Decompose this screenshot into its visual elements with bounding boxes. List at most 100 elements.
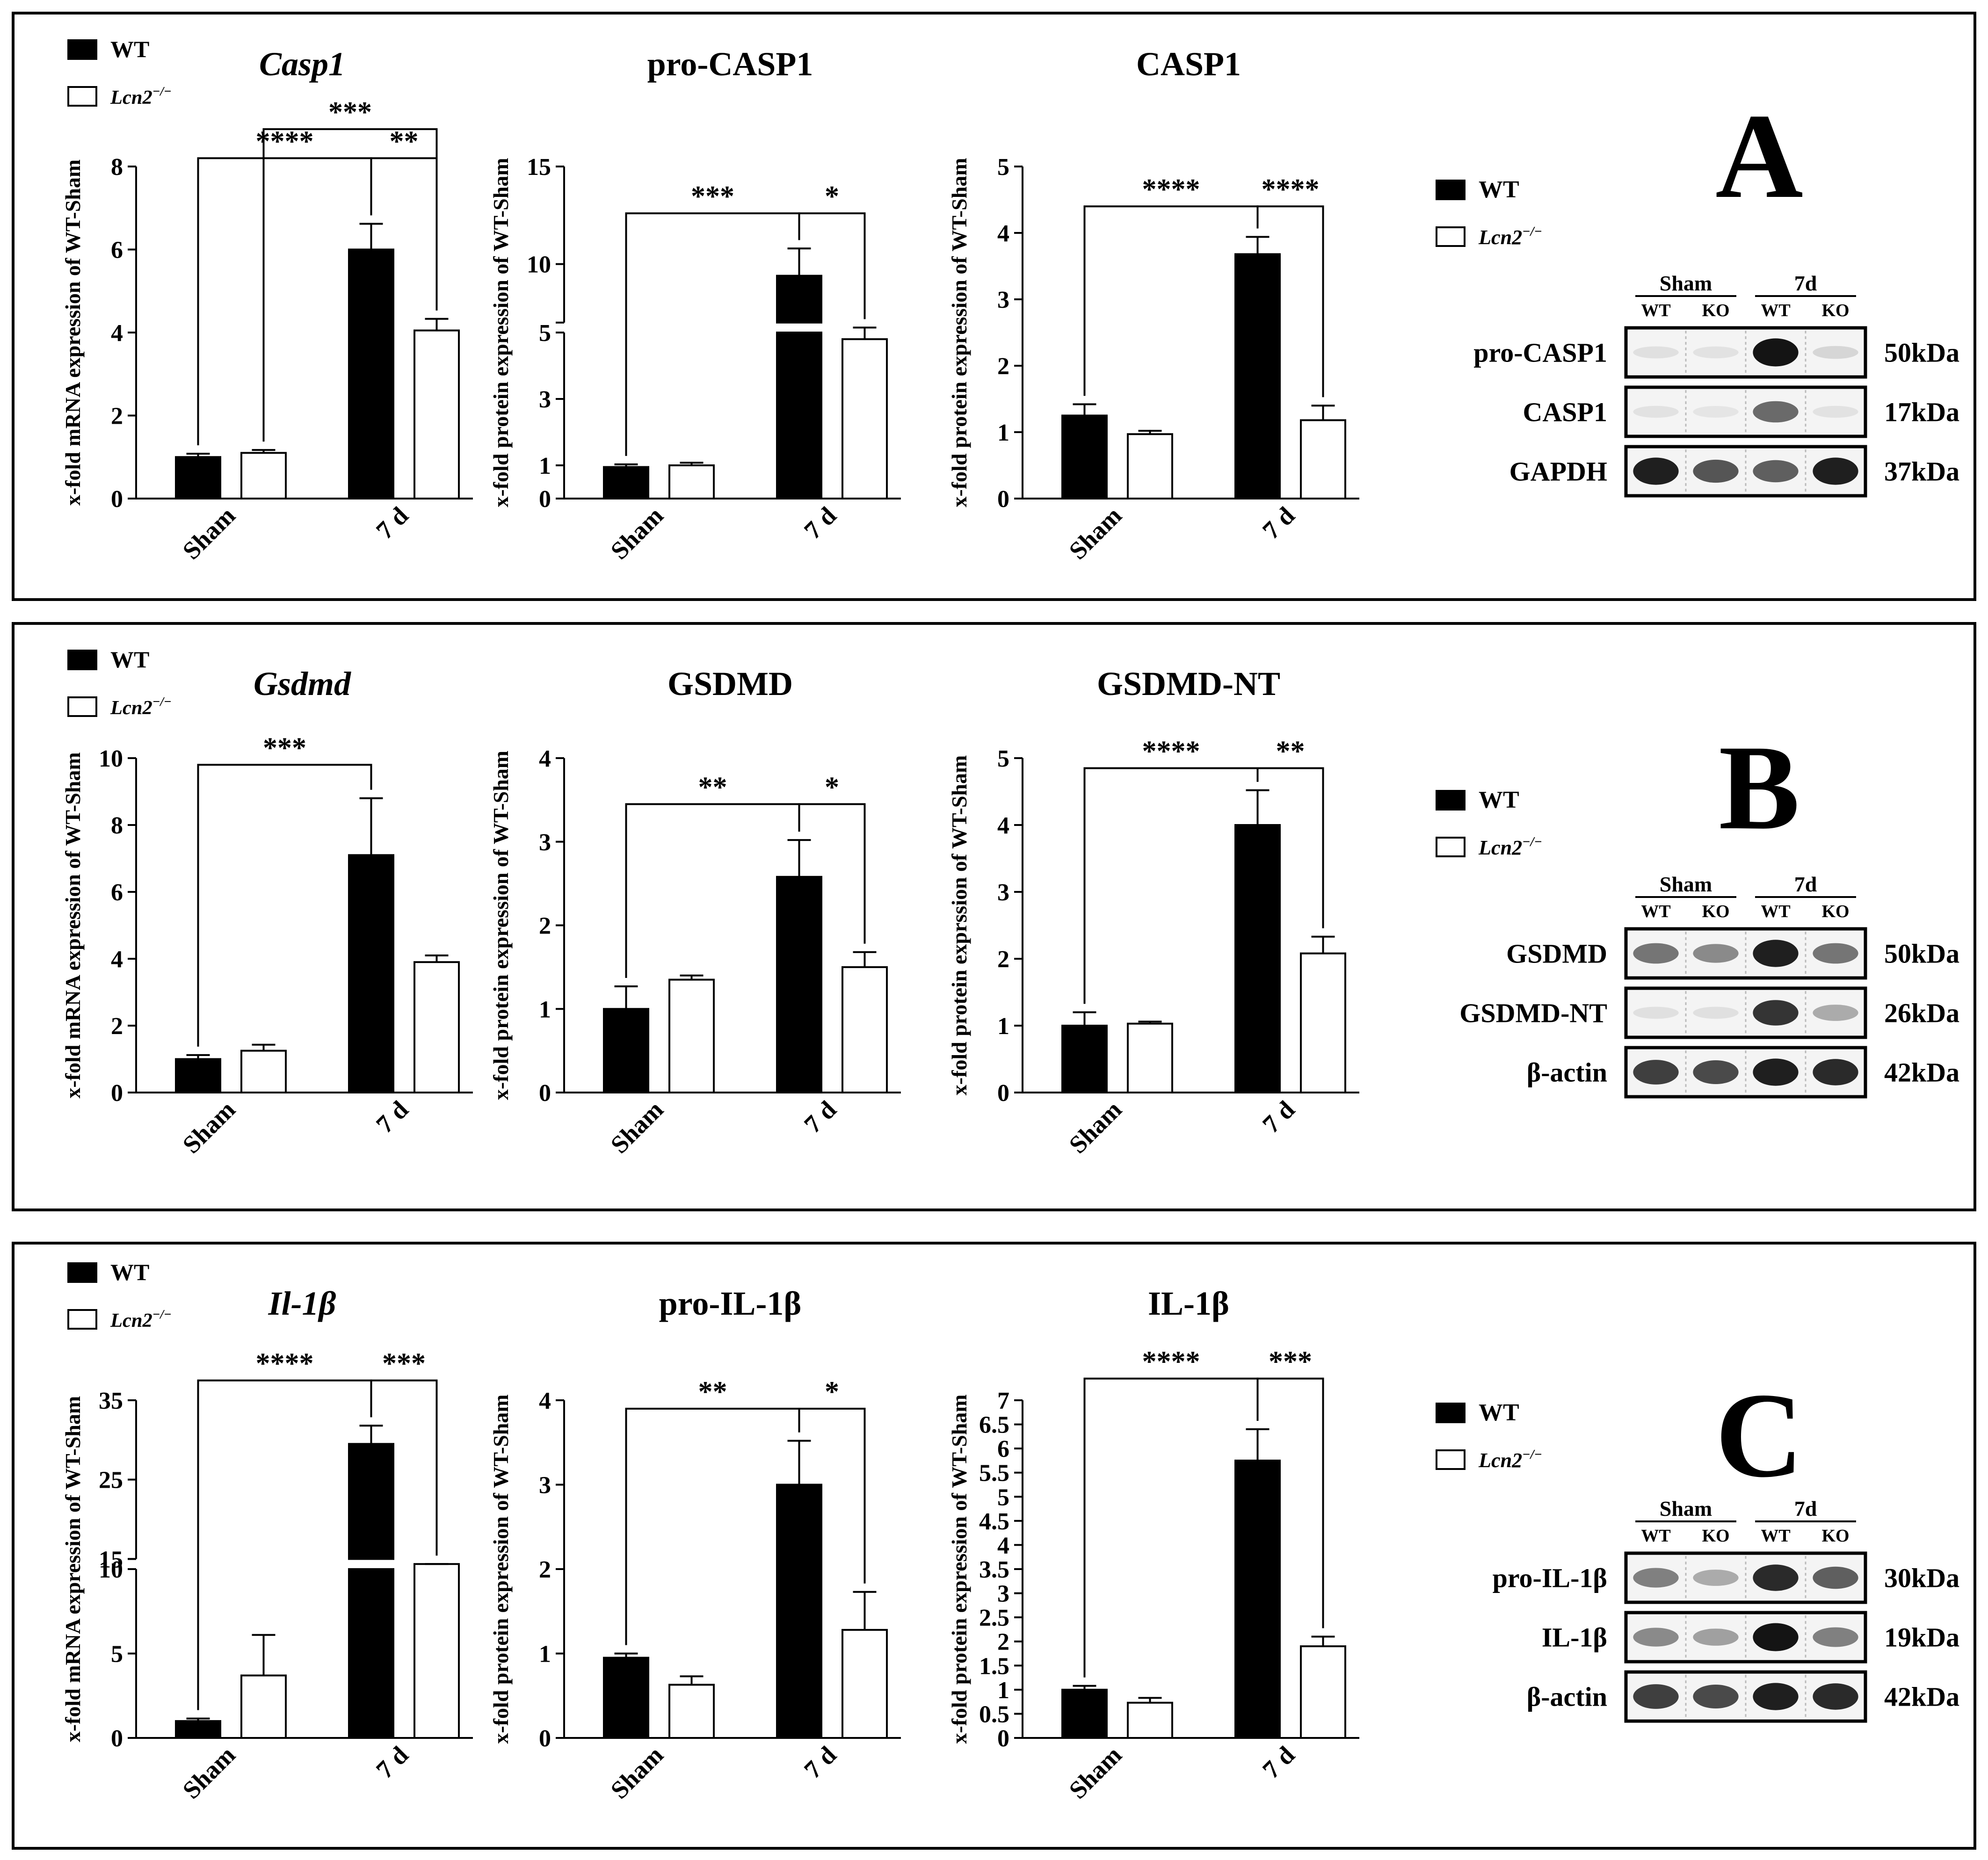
chart-title: pro-CASP1	[647, 45, 813, 83]
blot-band	[1753, 1058, 1799, 1086]
y-tick-label: 2	[539, 1556, 551, 1583]
y-tick-label: 5	[539, 320, 551, 347]
x-category-label: Sham	[1064, 501, 1127, 565]
y-tick-label: 4	[539, 745, 551, 772]
y-axis-label: x-fold protein exprssion of WT-Sham	[947, 755, 971, 1096]
bar	[240, 452, 287, 499]
y-tick-label: 6	[111, 237, 123, 264]
chart-group: Casp1 x-fold mRNA expression of WT-Sham 0 2…	[61, 45, 473, 565]
blot-row-label: GSDMD-NT	[1459, 998, 1607, 1028]
blot-lane-label: KO	[1702, 902, 1729, 921]
blot-band	[1753, 1623, 1799, 1651]
panel-b-canvas: WT Lcn2−/− Gsdmd x-fold mRNA expression of …	[61, 646, 1959, 1159]
blot-band	[1753, 401, 1799, 423]
chart-title: Gsdmd	[254, 665, 351, 702]
significance-bracket	[262, 128, 438, 442]
panel-c-canvas: WT Lcn2−/− Il-1β x-fold mRNA expression of …	[61, 1259, 1959, 1804]
blot-band	[1693, 459, 1739, 483]
y-tick-label: 0	[539, 486, 551, 513]
bar	[348, 854, 394, 1093]
y-tick-label: 1	[539, 996, 551, 1023]
legend-ko-swatch	[67, 1309, 97, 1330]
blot-lane-label: WT	[1641, 1526, 1670, 1546]
y-tick-label: 8	[111, 154, 123, 181]
bar	[1300, 419, 1346, 499]
y-tick-label: 1	[997, 1013, 1009, 1040]
bar	[842, 338, 888, 499]
blot-lane-label: KO	[1702, 1526, 1729, 1546]
legend-wt-swatch	[67, 650, 97, 670]
chart-title: CASP1	[1136, 45, 1241, 83]
legend-ko-swatch	[1436, 837, 1466, 857]
bar	[348, 248, 394, 499]
bar	[1127, 1022, 1173, 1094]
blot-lane-label: WT	[1761, 902, 1790, 921]
blot-band	[1753, 338, 1799, 367]
legend-wt-label: WT	[110, 36, 149, 62]
legend-ko-swatch	[1436, 226, 1466, 247]
blot-band	[1693, 1570, 1739, 1586]
bar	[348, 1568, 394, 1739]
y-tick-label: 3	[539, 829, 551, 856]
y-tick-label: 4.5	[979, 1508, 1009, 1535]
x-category-label: Sham	[605, 1741, 669, 1804]
blot-lane-label: WT	[1641, 902, 1670, 921]
y-tick-label: 5	[997, 1484, 1009, 1511]
blot-band	[1693, 1060, 1739, 1084]
chart-title: Casp1	[259, 45, 345, 83]
chart-title: GSDMD-NT	[1097, 665, 1280, 702]
panel-a: WT Lcn2−/− Casp1 x-fold mRNA expression of …	[12, 12, 1976, 601]
legend-ko-superscript: −/−	[1522, 835, 1542, 849]
bar	[776, 1484, 822, 1739]
chart-group: GSDMD-NT x-fold protein exprssion of WT-S…	[947, 665, 1359, 1159]
bar	[1300, 1645, 1346, 1739]
y-axis-label: x-fold protein expression of WT-Sham	[947, 158, 971, 507]
panel-c: WT Lcn2−/− Il-1β x-fold mRNA expression of …	[12, 1242, 1976, 1850]
y-tick-label: 3.5	[979, 1556, 1009, 1583]
y-tick-label: 0	[111, 1725, 123, 1752]
blot-lane-label: KO	[1702, 301, 1729, 320]
significance-label: ***	[382, 1348, 426, 1380]
blot-header-sham: Sham	[1660, 1497, 1712, 1520]
significance-bracket	[1256, 767, 1324, 928]
chart-group: Gsdmd x-fold mRNA expression of WT-Sham 0 2…	[61, 665, 473, 1159]
significance-bracket	[1083, 767, 1259, 1004]
x-category-label: 7 d	[370, 1741, 414, 1784]
significance-label: *	[825, 771, 839, 803]
blot-kda-label: 17kDa	[1884, 397, 1959, 427]
legend-wt-label: WT	[1479, 1399, 1519, 1426]
y-tick-label: 2	[997, 946, 1009, 973]
blot-band	[1633, 457, 1679, 485]
blot-header-7d: 7d	[1794, 271, 1817, 295]
y-tick-label: 10	[99, 745, 123, 772]
y-tick-label: 1	[997, 420, 1009, 446]
significance-label: ***	[328, 96, 372, 128]
bar	[842, 966, 888, 1093]
significance-bracket	[625, 803, 800, 978]
bar	[414, 1563, 460, 1739]
blot-band	[1813, 405, 1858, 418]
y-tick-label: 3	[539, 1472, 551, 1499]
bar	[603, 1008, 649, 1093]
legend-ko-superscript: −/−	[1522, 224, 1542, 239]
y-tick-label: 3	[997, 287, 1009, 313]
blot-row-label: GAPDH	[1509, 456, 1607, 487]
chart-group: Il-1β x-fold mRNA expression of WT-Sham 0 5…	[61, 1285, 473, 1804]
legend-wt-label: WT	[1479, 176, 1519, 203]
y-tick-label: 3	[539, 386, 551, 413]
bar	[240, 1049, 287, 1093]
y-tick-label: 0	[111, 486, 123, 513]
blot-lane-label: WT	[1761, 1526, 1790, 1546]
legend-ko-label: Lcn2−/−	[110, 84, 172, 109]
y-tick-label: 5	[997, 154, 1009, 181]
blot-lane-label: WT	[1761, 301, 1790, 320]
blot-header-7d: 7d	[1794, 1497, 1817, 1520]
y-tick-label: 2	[997, 353, 1009, 380]
y-tick-label: 3	[997, 879, 1009, 906]
legend-ko-superscript: −/−	[1522, 1447, 1542, 1462]
x-category-label: Sham	[177, 501, 241, 565]
y-axis-label: x-fold mRNA expression of WT-Sham	[61, 159, 85, 506]
chart-title: IL-1β	[1148, 1285, 1229, 1322]
legend-ko-swatch	[1436, 1449, 1466, 1470]
y-tick-label: 1	[539, 1641, 551, 1668]
